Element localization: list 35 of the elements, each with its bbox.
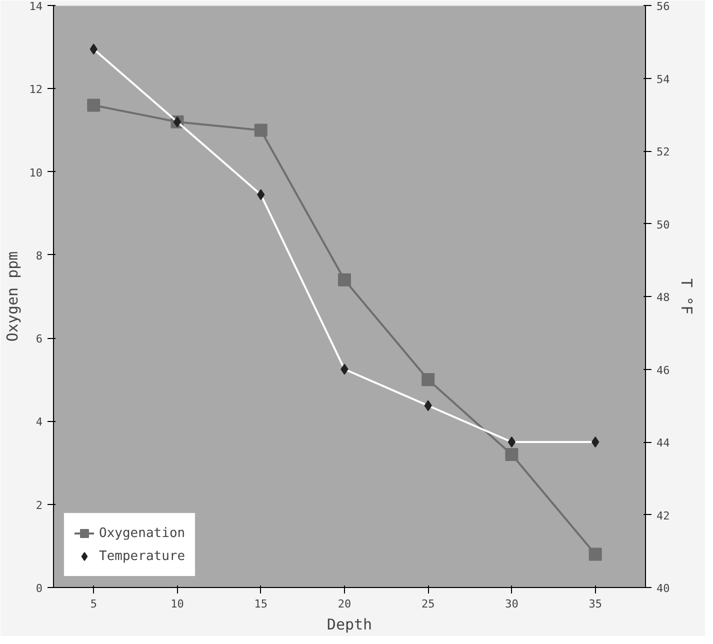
y-axis-title: Oxygen ppm [3,251,22,342]
legend-label: Oxygenation [99,526,186,540]
y-tick-label: 14 [29,0,43,13]
x-tick-label: 5 [90,598,97,610]
y2-tick-label: 44 [656,436,670,450]
x-tick-label: 20 [338,598,352,610]
x-tick-label: 25 [421,598,435,610]
y-tick-label: 0 [36,582,42,595]
y-tick-label: 6 [36,332,42,346]
point [254,124,268,137]
y-tick-label: 12 [29,83,43,96]
y-tick-label: 2 [36,498,42,512]
y2-tick-label: 48 [656,291,670,304]
y2-axis-title: T °F [678,278,696,315]
x-tick-label: 15 [254,598,268,610]
y-tick-label: 4 [36,416,43,429]
y2-tick-label: 52 [656,146,670,158]
y2-tick-label: 54 [656,72,670,86]
x-tick-label: 10 [170,598,184,610]
y2-tick-label: 46 [656,364,670,377]
point [505,448,518,461]
point [87,98,100,112]
point [422,373,435,386]
y2-tick-label: 50 [656,218,670,232]
y2-tick-label: 56 [656,0,670,13]
point [588,548,602,561]
y-tick-label: 10 [29,166,43,180]
x-axis-title: Depth [326,616,372,634]
point [338,273,351,286]
x-tick-label: 30 [505,598,518,610]
x-tick-label: 35 [588,598,602,610]
legend-label: Temperature [99,548,186,564]
y2-tick-label: 40 [656,582,670,595]
y2-tick-label: 42 [656,509,670,522]
y-tick-label: 8 [36,249,42,262]
